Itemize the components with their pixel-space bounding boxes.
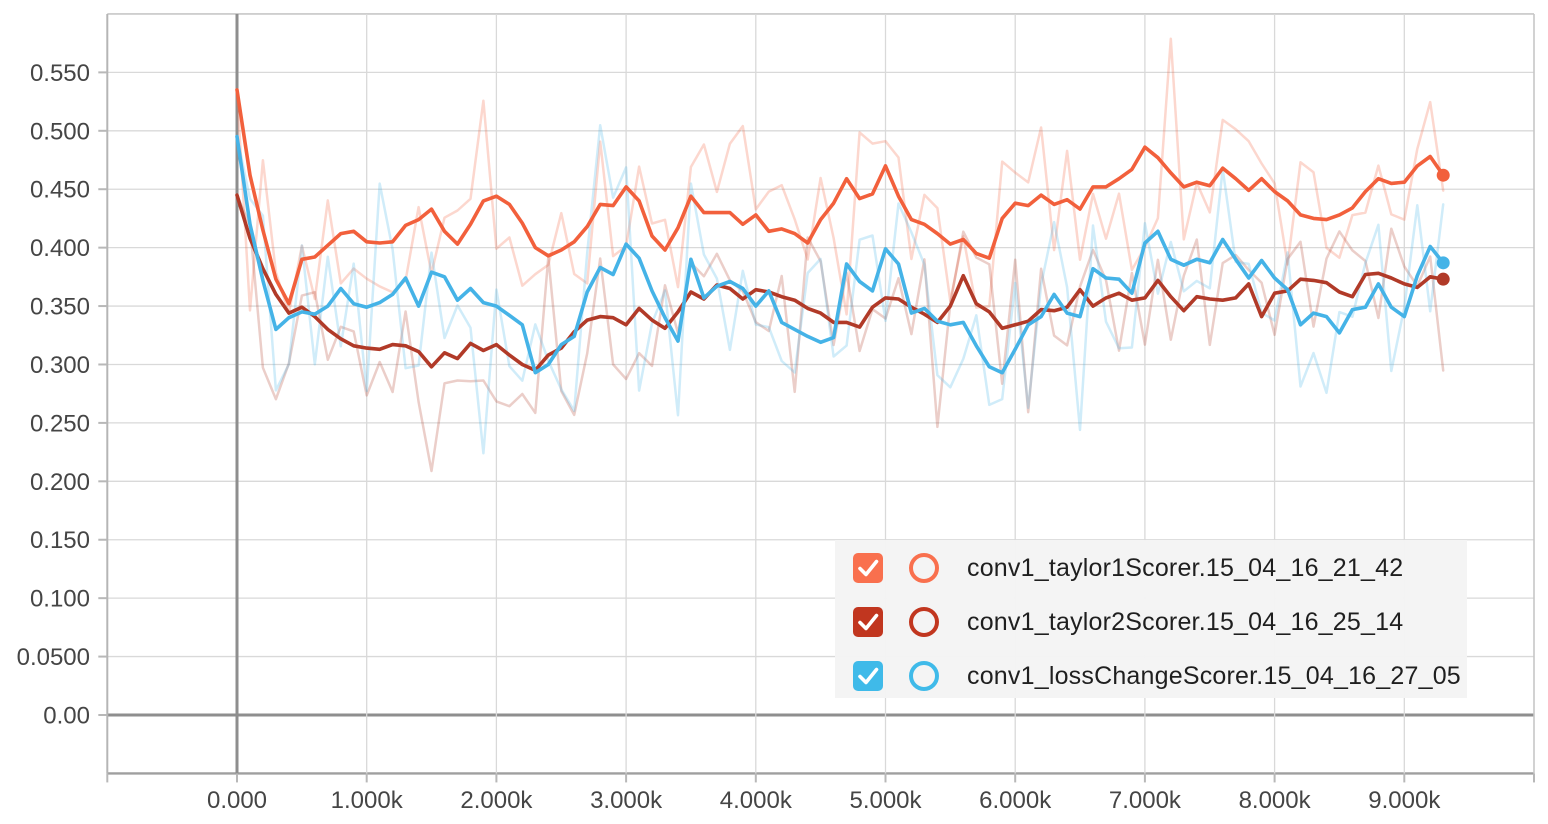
smoothed-series-lines [237,90,1450,373]
series-end-dot-0 [1437,169,1450,182]
series-radio-circle[interactable] [909,553,939,583]
series-radio-circle[interactable] [909,607,939,637]
raw-line-1 [237,195,1443,471]
check-icon [855,609,881,635]
x-tick-label: 1.000k [331,787,404,814]
y-tick-label: 0.550 [30,60,90,87]
legend-item-losschange: conv1_lossChangeScorer.15_04_16_27_05 [853,661,1467,691]
y-tick-label: 0.200 [30,469,90,496]
check-icon [855,663,881,689]
x-tick-label: 9.000k [1368,787,1441,814]
series-label: conv1_taylor1Scorer.15_04_16_21_42 [967,554,1403,583]
x-tick-label: 2.000k [460,787,533,814]
x-tick-label: 5.000k [849,787,922,814]
series-radio-circle[interactable] [909,661,939,691]
x-tick-label: 4.000k [720,787,793,814]
x-tick-label: 3.000k [590,787,663,814]
series-visibility-checkbox[interactable] [853,553,883,583]
series-label: conv1_lossChangeScorer.15_04_16_27_05 [967,662,1461,691]
y-tick-label: 0.250 [30,410,90,437]
y-tick-label: 0.350 [30,294,90,321]
y-tick-label: 0.0500 [17,644,90,671]
series-label: conv1_taylor2Scorer.15_04_16_25_14 [967,608,1403,637]
y-tick-label: 0.150 [30,527,90,554]
raw-series-lines [237,39,1443,471]
series-visibility-checkbox[interactable] [853,607,883,637]
raw-line-0 [237,39,1443,315]
series-line-2 [237,137,1443,373]
series-visibility-checkbox[interactable] [853,661,883,691]
y-tick-label: 0.500 [30,118,90,145]
legend-item-taylor1: conv1_taylor1Scorer.15_04_16_21_42 [853,553,1467,583]
y-tick-label: 0.300 [30,352,90,379]
series-end-dot-2 [1437,256,1450,269]
y-tick-label: 0.450 [30,177,90,204]
legend-item-taylor2: conv1_taylor2Scorer.15_04_16_25_14 [853,607,1467,637]
y-tick-label: 0.400 [30,235,90,262]
x-tick-label: 7.000k [1109,787,1182,814]
scalar-chart-panel: 0.00 0.0500 0.100 0.150 0.200 0.250 0.300 0.350… [0,0,1548,824]
series-end-dot-1 [1437,273,1450,286]
x-tick-label: 8.000k [1239,787,1312,814]
legend-card: conv1_taylor1Scorer.15_04_16_21_42 conv1… [835,540,1467,698]
x-tick-label: 6.000k [979,787,1052,814]
y-tick-label: 0.100 [30,586,90,613]
line-chart-plot[interactable]: 0.00 0.0500 0.100 0.150 0.200 0.250 0.300 0.350… [0,0,1548,824]
check-icon [855,555,881,581]
y-tick-label: 0.00 [43,703,90,730]
x-tick-label: 0.000 [207,787,267,814]
